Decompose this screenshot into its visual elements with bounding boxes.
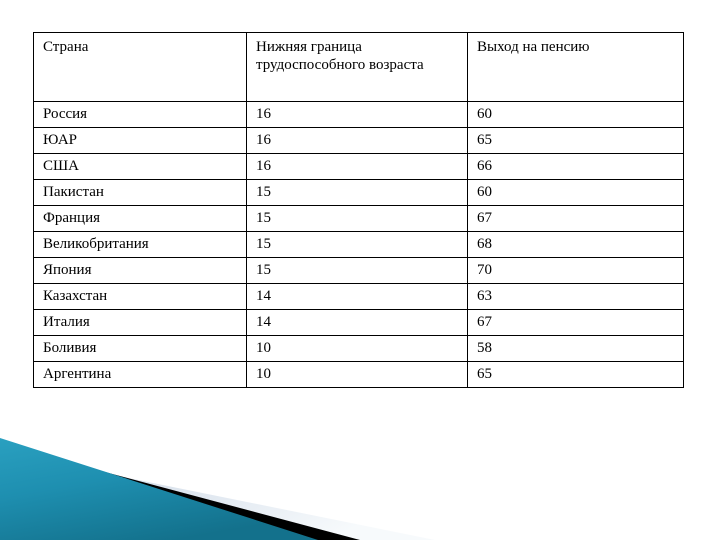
cell-lower-age: 15 xyxy=(246,205,468,232)
cell-retirement-age: 67 xyxy=(467,205,684,232)
cell-country: Италия xyxy=(33,309,247,336)
table-row: Боливия 10 58 xyxy=(33,335,684,362)
cell-country: США xyxy=(33,153,247,180)
cell-country: Пакистан xyxy=(33,179,247,206)
table-row: Япония 15 70 xyxy=(33,257,684,284)
cell-lower-age: 16 xyxy=(246,101,468,128)
column-header-retirement-age: Выход на пенсию xyxy=(467,32,684,102)
cell-retirement-age: 70 xyxy=(467,257,684,284)
cell-lower-age: 15 xyxy=(246,179,468,206)
table-row: США 16 66 xyxy=(33,153,684,180)
table-row: Пакистан 15 60 xyxy=(33,179,684,206)
cell-lower-age: 16 xyxy=(246,127,468,154)
country-ages-table: Страна Нижняя граница трудоспособного во… xyxy=(33,32,684,388)
cell-lower-age: 15 xyxy=(246,231,468,258)
cell-lower-age: 10 xyxy=(246,335,468,362)
decorative-corner-banner-icon xyxy=(0,438,435,540)
cell-country: Великобритания xyxy=(33,231,247,258)
cell-country: Боливия xyxy=(33,335,247,362)
cell-country: Россия xyxy=(33,101,247,128)
cell-country: ЮАР xyxy=(33,127,247,154)
cell-retirement-age: 68 xyxy=(467,231,684,258)
cell-lower-age: 14 xyxy=(246,309,468,336)
cell-country: Франция xyxy=(33,205,247,232)
cell-retirement-age: 58 xyxy=(467,335,684,362)
cell-country: Япония xyxy=(33,257,247,284)
cell-lower-age: 10 xyxy=(246,361,468,388)
cell-retirement-age: 65 xyxy=(467,127,684,154)
table-body: Россия 16 60 ЮАР 16 65 США 16 66 Пакиста… xyxy=(33,101,684,388)
banner-black-band xyxy=(0,444,360,540)
table-row: Италия 14 67 xyxy=(33,309,684,336)
table-header: Страна Нижняя граница трудоспособного во… xyxy=(33,32,684,102)
table-header-row: Страна Нижняя граница трудоспособного во… xyxy=(33,32,684,102)
table-row: Казахстан 14 63 xyxy=(33,283,684,310)
table-row: Великобритания 15 68 xyxy=(33,231,684,258)
cell-lower-age: 14 xyxy=(246,283,468,310)
cell-country: Казахстан xyxy=(33,283,247,310)
cell-retirement-age: 66 xyxy=(467,153,684,180)
cell-retirement-age: 63 xyxy=(467,283,684,310)
cell-retirement-age: 60 xyxy=(467,101,684,128)
table-row: Аргентина 10 65 xyxy=(33,361,684,388)
cell-lower-age: 16 xyxy=(246,153,468,180)
column-header-lower-age: Нижняя граница трудоспособного возраста xyxy=(246,32,468,102)
cell-retirement-age: 60 xyxy=(467,179,684,206)
cell-lower-age: 15 xyxy=(246,257,468,284)
cell-retirement-age: 65 xyxy=(467,361,684,388)
column-header-country: Страна xyxy=(33,32,247,102)
cell-country: Аргентина xyxy=(33,361,247,388)
table-row: Франция 15 67 xyxy=(33,205,684,232)
table-row: ЮАР 16 65 xyxy=(33,127,684,154)
cell-retirement-age: 67 xyxy=(467,309,684,336)
banner-pale-band xyxy=(0,452,435,540)
banner-teal-band xyxy=(0,438,318,540)
table-row: Россия 16 60 xyxy=(33,101,684,128)
